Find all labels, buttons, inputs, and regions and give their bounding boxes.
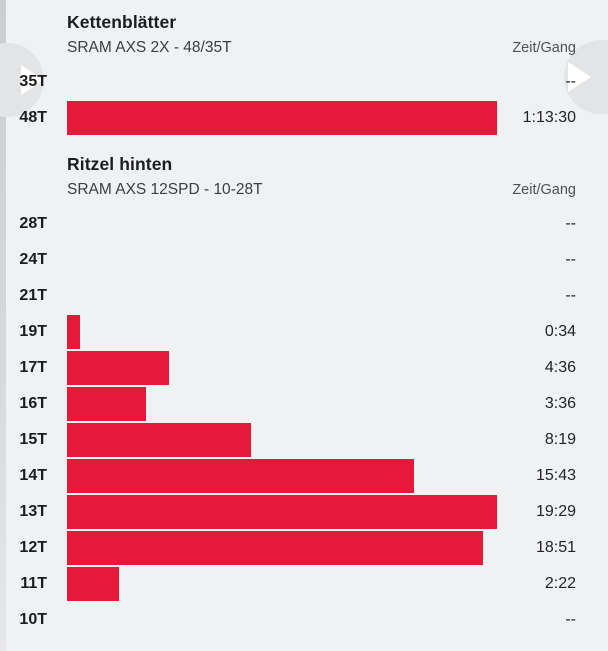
gear-row: 14T 15:43: [0, 458, 608, 494]
prev-arrow-icon: [21, 65, 44, 95]
gear-label: 24T: [19, 251, 47, 268]
time-per-gear-value: 4:36: [544, 359, 576, 376]
gear-label: 10T: [19, 611, 47, 628]
gear-label: 28T: [19, 215, 47, 232]
bar-track: [67, 531, 528, 565]
gear-row: 17T 4:36: [0, 350, 608, 386]
gear-row: 28T --: [0, 206, 608, 242]
usage-bar: [67, 495, 497, 529]
usage-bar: [67, 567, 119, 601]
usage-bar: [67, 531, 483, 565]
bar-track: [67, 315, 537, 349]
gear-label: 48T: [19, 109, 47, 126]
gear-label: 19T: [19, 323, 47, 340]
time-per-gear-value: 18:51: [535, 539, 576, 556]
gear-label: 17T: [19, 359, 47, 376]
time-per-gear-value: 3:36: [544, 395, 576, 412]
bar-track: [67, 279, 557, 313]
gear-row: 15T 8:19: [0, 422, 608, 458]
section-chainrings: Kettenblätter SRAM AXS 2X - 48/35T Zeit/…: [0, 12, 608, 136]
value-column-header: Zeit/Gang: [512, 182, 576, 198]
gear-row: 16T 3:36: [0, 386, 608, 422]
time-per-gear-value: --: [565, 215, 576, 232]
bar-track: [67, 351, 537, 385]
gear-label: 35T: [19, 73, 47, 90]
next-arrow-icon: [568, 62, 591, 92]
bar-track: [67, 567, 537, 601]
bar-track: [67, 603, 557, 637]
section-cassette: Ritzel hinten SRAM AXS 12SPD - 10-28T Ze…: [0, 154, 608, 638]
subtitle-row: SRAM AXS 2X - 48/35T Zeit/Gang: [67, 38, 576, 58]
gear-row: 11T 2:22: [0, 566, 608, 602]
time-per-gear-value: 8:19: [544, 431, 576, 448]
time-per-gear-value: 1:13:30: [522, 109, 576, 126]
gear-row: 10T --: [0, 602, 608, 638]
usage-bar: [67, 315, 80, 349]
time-per-gear-value: 15:43: [535, 467, 576, 484]
section-header: Ritzel hinten SRAM AXS 12SPD - 10-28T Ze…: [0, 154, 608, 200]
usage-bar: [67, 387, 146, 421]
bar-track: [67, 65, 557, 99]
gear-row: 12T 18:51: [0, 530, 608, 566]
bar-track: [67, 459, 528, 493]
adjacent-card-edge: [0, 0, 6, 651]
usage-bar: [67, 423, 251, 457]
time-per-gear-value: 2:22: [544, 575, 576, 592]
gear-row: 48T 1:13:30: [0, 100, 608, 136]
value-column-header: Zeit/Gang: [512, 40, 576, 56]
gear-rows: 35T -- 48T 1:13:30: [0, 64, 608, 136]
time-per-gear-value: --: [565, 251, 576, 268]
usage-bar: [67, 459, 414, 493]
bar-track: [67, 387, 537, 421]
gear-rows: 28T -- 24T -- 21T -- 19T 0:34 17T 4:36 1: [0, 206, 608, 638]
bar-track: [67, 423, 537, 457]
usage-bar: [67, 101, 497, 135]
section-title: Ritzel hinten: [67, 154, 173, 174]
section-title: Kettenblätter: [67, 12, 177, 32]
section-subtitle: SRAM AXS 2X - 48/35T: [67, 39, 232, 56]
bar-track: [67, 495, 528, 529]
bar-track: [67, 101, 515, 135]
time-per-gear-value: --: [565, 73, 576, 90]
section-header: Kettenblätter SRAM AXS 2X - 48/35T Zeit/…: [0, 12, 608, 58]
section-subtitle: SRAM AXS 12SPD - 10-28T: [67, 181, 263, 198]
gear-label: 16T: [19, 395, 47, 412]
gear-row: 35T --: [0, 64, 608, 100]
gear-row: 24T --: [0, 242, 608, 278]
bar-track: [67, 243, 557, 277]
gear-row: 13T 19:29: [0, 494, 608, 530]
gear-label: 15T: [19, 431, 47, 448]
gear-row: 19T 0:34: [0, 314, 608, 350]
time-per-gear-value: 19:29: [535, 503, 576, 520]
gear-label: 21T: [19, 287, 47, 304]
usage-bar: [67, 351, 169, 385]
time-per-gear-value: 0:34: [544, 323, 576, 340]
time-per-gear-value: --: [565, 611, 576, 628]
gear-label: 11T: [20, 575, 47, 592]
subtitle-row: SRAM AXS 12SPD - 10-28T Zeit/Gang: [67, 180, 576, 200]
gear-row: 21T --: [0, 278, 608, 314]
time-per-gear-value: --: [565, 287, 576, 304]
gear-label: 12T: [19, 539, 47, 556]
gear-label: 13T: [19, 503, 47, 520]
bar-track: [67, 207, 557, 241]
gear-label: 14T: [19, 467, 47, 484]
